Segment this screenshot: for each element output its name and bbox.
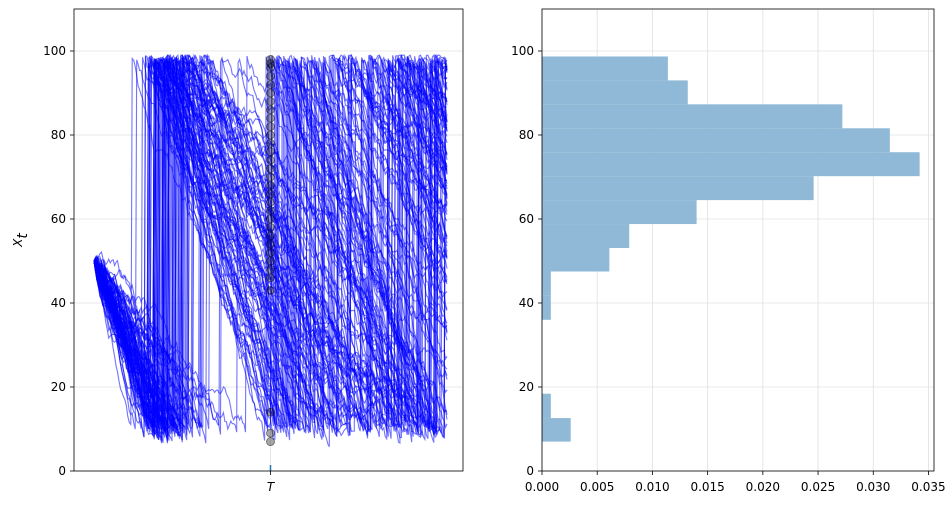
terminal-point xyxy=(266,155,275,165)
paths-y-tick-label: 80 xyxy=(51,128,66,142)
sample-path xyxy=(93,55,448,440)
terminal-point xyxy=(266,122,275,131)
terminal-point xyxy=(266,214,275,224)
sample-path xyxy=(93,55,448,430)
paths-y-tick-label: 20 xyxy=(51,380,66,394)
hist-bars xyxy=(542,56,920,442)
hist-y-tick-label: 80 xyxy=(519,128,534,142)
hist-y-tick-label: 40 xyxy=(519,296,534,310)
hist-axes-border xyxy=(541,8,935,472)
terminal-point xyxy=(266,239,275,249)
terminal-point xyxy=(266,97,275,106)
hist-bar xyxy=(542,393,551,419)
hist-bar xyxy=(542,271,551,296)
sample-path xyxy=(93,55,447,433)
paths-y-tick-label: 40 xyxy=(51,296,66,310)
hist-bar xyxy=(542,418,571,442)
terminal-point xyxy=(266,113,275,123)
terminal-point xyxy=(266,437,275,447)
paths-y-tick-label: 100 xyxy=(43,44,66,58)
hist-x-tick-label: 0.020 xyxy=(746,480,780,494)
terminal-point xyxy=(266,147,275,157)
hist-x-tick-label: 0.025 xyxy=(801,480,835,494)
terminal-point xyxy=(266,222,275,232)
terminal-point xyxy=(266,273,275,283)
hist-bar xyxy=(542,224,630,248)
terminal-point xyxy=(266,172,275,182)
hist-bar xyxy=(542,104,843,129)
terminal-point xyxy=(266,88,275,98)
paths-x-ticks: T xyxy=(267,471,276,494)
paths-x-tick-label: T xyxy=(267,480,276,494)
terminal-point xyxy=(266,285,275,295)
hist-bar xyxy=(542,80,688,105)
terminal-point xyxy=(266,407,275,417)
hist-y-tick-label: 20 xyxy=(519,380,534,394)
paths-panel: 0 20 40 60 80 100 T Xt xyxy=(11,8,464,494)
hist-bar xyxy=(542,152,920,177)
terminal-point xyxy=(266,189,275,199)
hist-y-tick-label: 60 xyxy=(519,212,534,226)
hist-bar xyxy=(542,128,890,153)
terminal-point xyxy=(266,248,275,258)
hist-x-tick-label: 0.015 xyxy=(690,480,724,494)
terminal-point xyxy=(266,180,275,190)
hist-x-tick-label: 0.000 xyxy=(525,480,559,494)
sample-path xyxy=(93,61,448,431)
paths-y-tick-label: 60 xyxy=(51,212,66,226)
hist-bar xyxy=(542,247,610,272)
terminal-point xyxy=(266,105,275,115)
hist-y-tick-label: 0 xyxy=(526,464,534,478)
hist-y-ticks: 0 20 40 60 80 100 xyxy=(511,44,542,478)
sample-paths xyxy=(93,53,448,471)
paths-axes-border xyxy=(73,8,464,472)
hist-bar xyxy=(542,295,551,320)
terminal-point xyxy=(266,63,275,73)
terminal-point xyxy=(266,130,275,140)
terminal-point xyxy=(266,231,275,241)
hist-bar xyxy=(542,176,814,201)
hist-x-tick-label: 0.005 xyxy=(580,480,614,494)
terminal-point xyxy=(266,428,275,438)
paths-y-ticks: 0 20 40 60 80 100 xyxy=(43,44,74,478)
hist-bar xyxy=(542,200,697,225)
terminal-point xyxy=(266,71,275,81)
terminal-point xyxy=(266,164,275,174)
terminal-point xyxy=(266,206,275,216)
terminal-point xyxy=(266,197,275,207)
hist-bar xyxy=(542,56,668,81)
terminal-point xyxy=(266,264,275,274)
hist-x-tick-label: 0.010 xyxy=(635,480,669,494)
hist-y-tick-label: 100 xyxy=(511,44,534,58)
paths-y-tick-label: 0 xyxy=(58,464,66,478)
terminal-markers xyxy=(266,55,275,447)
terminal-point xyxy=(266,256,275,266)
hist-x-tick-label: 0.035 xyxy=(911,480,945,494)
terminal-point xyxy=(266,80,275,89)
hist-x-tick-label: 0.030 xyxy=(856,480,890,494)
paths-y-axis-label: Xt xyxy=(11,233,31,248)
hist-x-ticks: 0.000 0.005 0.010 0.015 0.020 0.025 0.030 0.035 xyxy=(525,471,946,494)
terminal-point xyxy=(266,138,275,148)
